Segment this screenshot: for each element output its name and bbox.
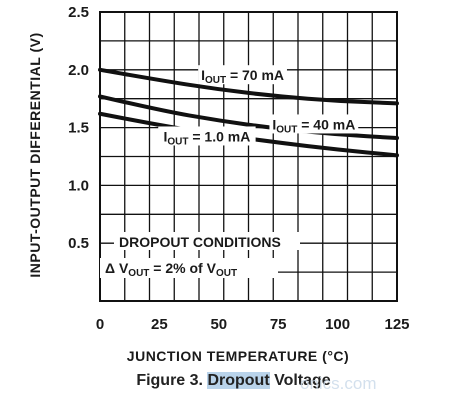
- curve-label-3: IOUT = 1.0 mA: [163, 128, 250, 147]
- x-tick-label: 100: [325, 316, 350, 333]
- x-tick-labels: 0 25 50 75 100 125: [96, 316, 410, 333]
- y-tick-label: 0.5: [68, 235, 89, 252]
- caption-prefix: Figure 3.: [136, 372, 208, 389]
- conditions-line: Δ VOUT = 2% of VOUT: [105, 260, 237, 279]
- chart-svg: 0 25 50 75 100 125 0.5 1.0 1.5 2.0 2.5 JUNCTION T…: [27, 4, 410, 364]
- curve-label-bg: [158, 126, 256, 146]
- grid: [100, 12, 397, 301]
- caption-suffix: Voltage: [269, 372, 331, 389]
- x-tick-label: 0: [96, 316, 104, 333]
- series-line-1: [98, 67, 399, 106]
- plot-frame: [99, 11, 398, 302]
- y-tick-label: 1.5: [68, 120, 89, 137]
- curve-label-bg: [269, 114, 359, 134]
- x-tick-label: 25: [151, 316, 168, 333]
- curve-label-1: IOUT = 70 mA: [201, 67, 284, 86]
- conditions-heading: DROPOUT CONDITIONS: [119, 234, 281, 250]
- caption-highlight: Dropout: [207, 372, 270, 389]
- x-tick-label: 50: [210, 316, 227, 333]
- series-line-2: [98, 94, 399, 141]
- curve-label-bg: [198, 65, 287, 85]
- figure-caption: Figure 3. Dropout Voltage: [0, 372, 467, 390]
- y-axis-title: INPUT-OUTPUT DIFFERENTIAL (V): [27, 32, 43, 277]
- y-tick-labels: 0.5 1.0 1.5 2.0 2.5: [68, 4, 89, 252]
- y-tick-label: 2.5: [68, 4, 89, 21]
- curve-labels: IOUT = 70 mA IOUT = 40 mA IOUT = 1.0 mA: [158, 65, 359, 147]
- x-tick-label: 125: [384, 316, 409, 333]
- watermark: onics.com: [300, 374, 377, 393]
- conditions-line-bg: [100, 258, 278, 278]
- y-tick-label: 2.0: [68, 62, 89, 79]
- curve-label-2: IOUT = 40 mA: [272, 116, 355, 135]
- conditions-heading-bg: [114, 232, 300, 250]
- x-axis-title: JUNCTION TEMPERATURE (°C): [127, 348, 349, 364]
- y-tick-label: 1.0: [68, 177, 89, 194]
- x-tick-label: 75: [270, 316, 287, 333]
